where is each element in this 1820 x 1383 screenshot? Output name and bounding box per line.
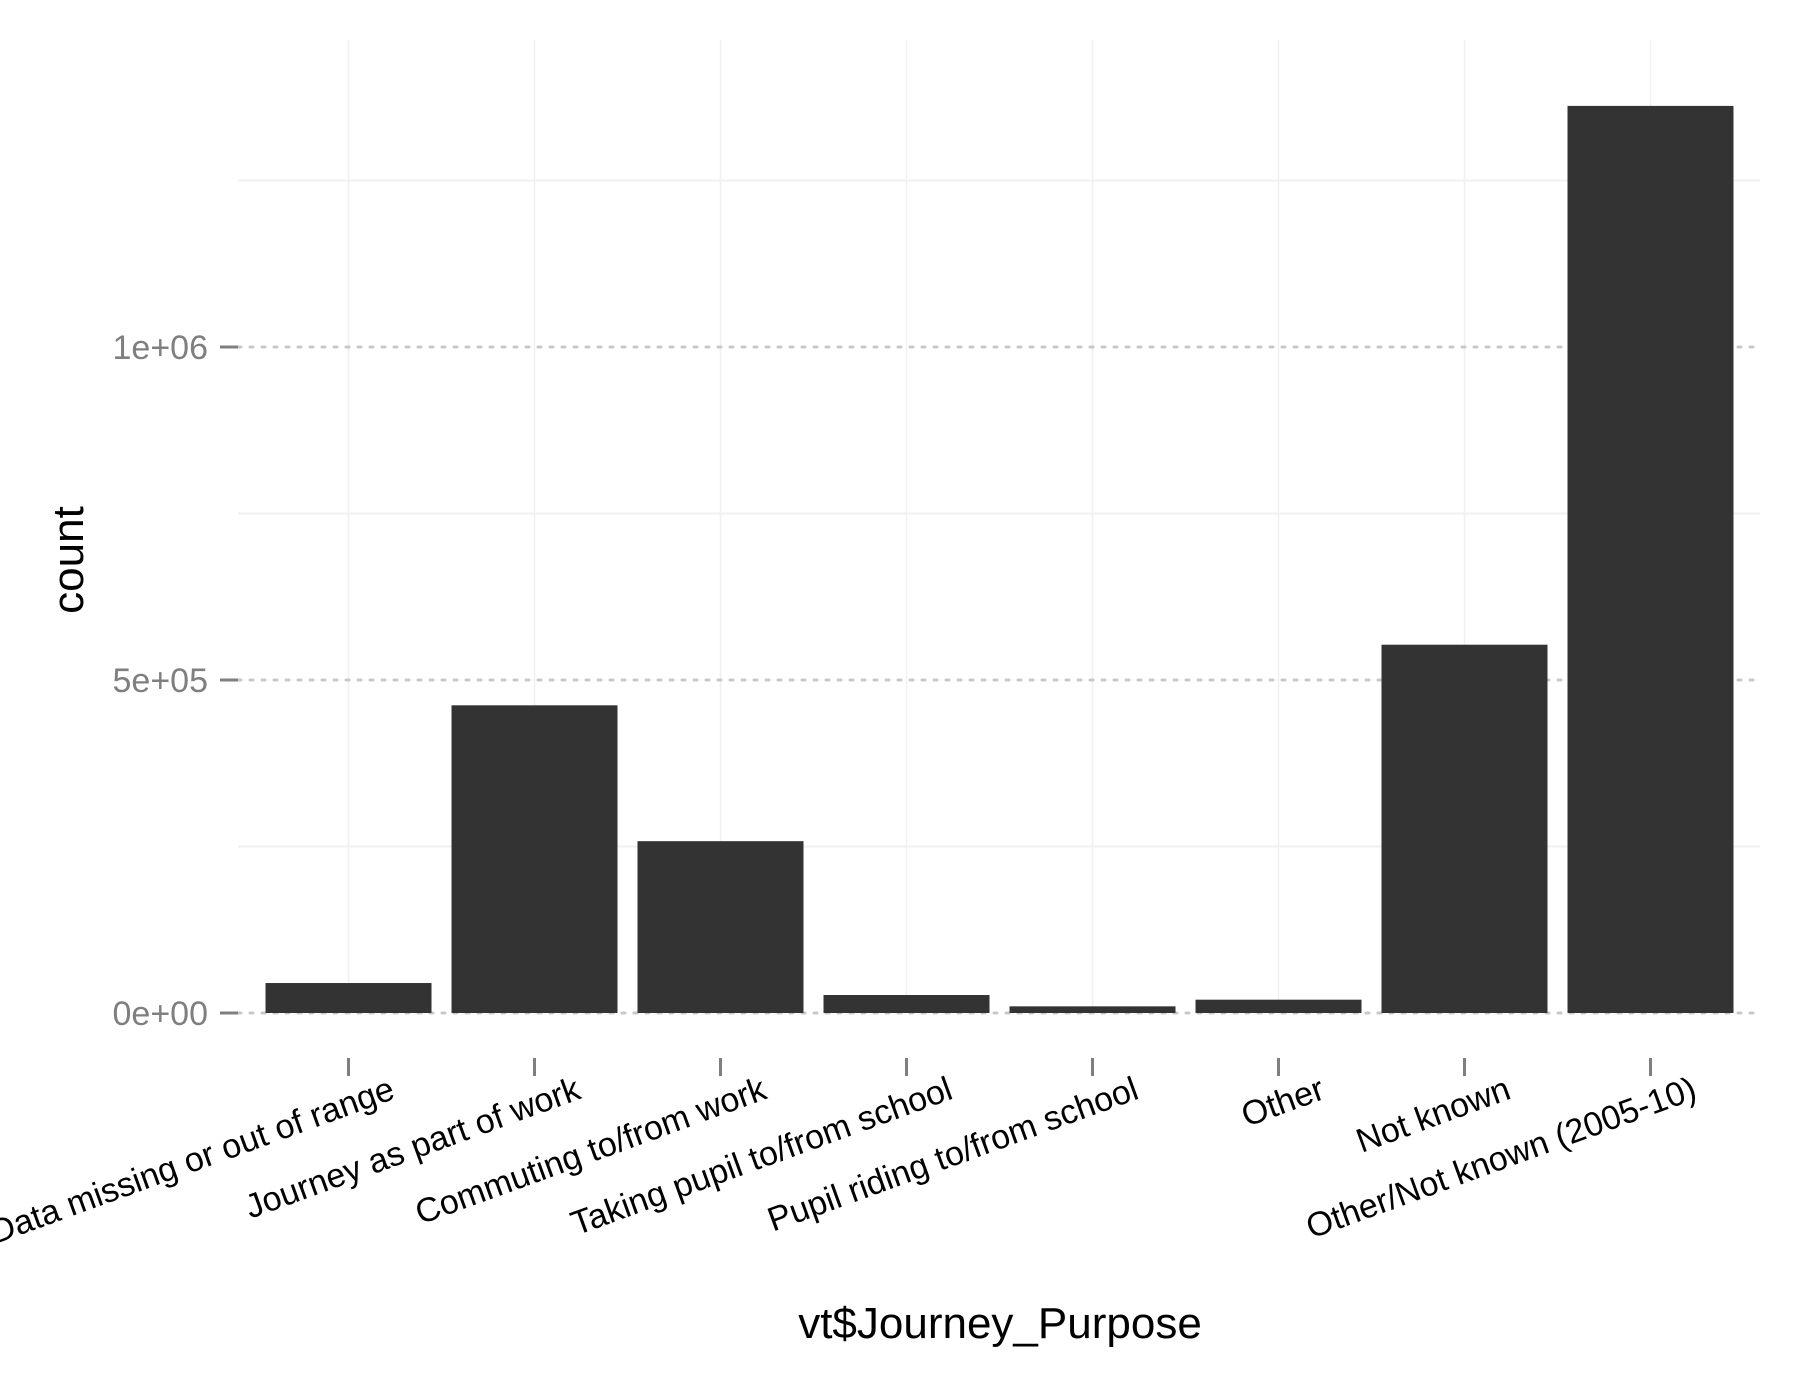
bar: [1567, 105, 1734, 1013]
y-tick-label: 1e+06: [113, 329, 209, 367]
bar: [451, 705, 618, 1013]
y-axis-title: count: [44, 506, 93, 614]
bars: [265, 105, 1734, 1013]
bar: [265, 983, 432, 1013]
y-tick-label: 0e+00: [113, 995, 209, 1033]
bar: [1195, 999, 1362, 1013]
bar: [1381, 644, 1548, 1013]
bar: [637, 841, 804, 1013]
bar: [1009, 1006, 1176, 1013]
y-tick-label: 5e+05: [113, 662, 209, 700]
bar: [823, 995, 990, 1013]
y-axis: 0e+00 5e+05 1e+06: [113, 329, 238, 1033]
x-axis-title: vt$Journey_Purpose: [798, 1299, 1202, 1348]
x-tick-label: Other: [1236, 1070, 1329, 1135]
